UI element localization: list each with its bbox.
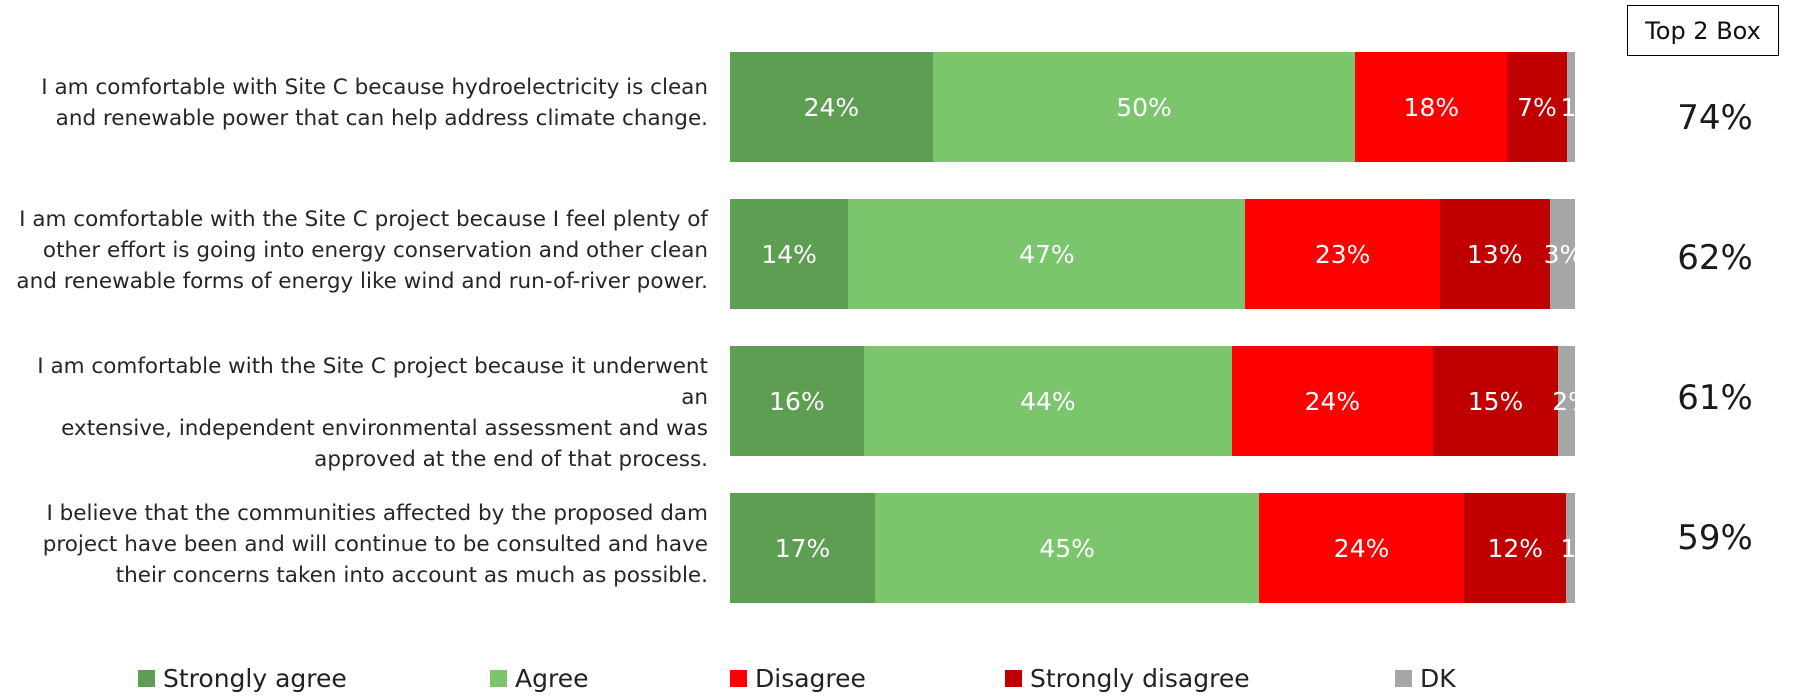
category-label-line: project have been and will continue to b…: [42, 531, 708, 557]
category-label-line: extensive, independent environmental ass…: [61, 415, 708, 441]
bar-row: 14% 47% 23% 13% 3%: [730, 199, 1583, 309]
data-label: 3%: [1543, 239, 1584, 269]
bar-segment: 45%: [875, 493, 1260, 603]
top2-box-value: 59%: [1677, 518, 1753, 558]
data-label: 15%: [1467, 386, 1524, 416]
bar-segment: 7%: [1507, 52, 1567, 162]
bar-segment: 24%: [730, 52, 933, 162]
bar-segment: 15%: [1432, 346, 1559, 456]
category-label-line: I am comfortable with the Site C project…: [37, 353, 708, 410]
bar-row: 16% 44% 24% 15% 2%: [730, 346, 1592, 456]
data-label: 47%: [1019, 239, 1075, 269]
bar-segment: 17%: [730, 493, 876, 603]
category-label-line: and renewable power that can help addres…: [55, 106, 708, 131]
data-label: 13%: [1466, 239, 1523, 269]
data-label: 45%: [1039, 533, 1095, 563]
legend-item: Agree: [490, 664, 588, 693]
category-label-line: I am comfortable with Site C because hyd…: [41, 75, 708, 100]
data-label: 14%: [761, 239, 817, 269]
category-label-line: approved at the end of that process.: [314, 446, 708, 472]
bar-segment: 18%: [1355, 52, 1508, 162]
legend-item: Strongly agree: [138, 664, 347, 693]
category-label: I believe that the communities affected …: [8, 498, 708, 591]
bar-row: 24% 50% 18% 7% 1%: [730, 52, 1600, 162]
legend-label: Disagree: [755, 664, 866, 693]
data-label: 24%: [1304, 386, 1361, 416]
data-label: 1%: [1560, 92, 1601, 122]
data-label: 44%: [1020, 386, 1076, 416]
category-label-line: and renewable forms of energy like wind …: [16, 268, 708, 294]
legend-item: DK: [1395, 664, 1456, 693]
top2-box-value: 61%: [1677, 378, 1753, 418]
chart-legend: Strongly agree Agree Disagree Strongly disa…: [0, 664, 1806, 700]
category-label-line: other effort is going into energy conser…: [42, 237, 708, 263]
data-label: 12%: [1487, 533, 1544, 563]
bar-segment: 24%: [1231, 346, 1433, 456]
legend-swatch: [138, 670, 155, 687]
category-label: I am comfortable with the Site C project…: [8, 351, 708, 475]
bar-segment: 14%: [730, 199, 849, 309]
category-label-line: I believe that the communities affected …: [46, 500, 708, 526]
bar-segment: 2%: [1552, 346, 1592, 456]
bar-segment: 23%: [1245, 199, 1440, 309]
top2-box-value: 62%: [1677, 238, 1753, 278]
legend-swatch: [1005, 670, 1022, 687]
bar-segment: 1%: [1561, 52, 1600, 162]
legend-label: DK: [1420, 664, 1456, 693]
top2-box-value: 74%: [1677, 98, 1753, 138]
data-label: 24%: [1333, 533, 1390, 563]
data-label: 23%: [1314, 239, 1371, 269]
bar-segment: 13%: [1439, 199, 1550, 309]
bar-segment: 12%: [1464, 493, 1567, 603]
bar-segment: 1%: [1560, 493, 1600, 603]
data-label: 7%: [1517, 92, 1557, 122]
bar-segment: 50%: [932, 52, 1356, 162]
bar-segment: 3%: [1544, 199, 1583, 309]
legend-swatch: [1395, 670, 1412, 687]
data-label: 2%: [1552, 386, 1592, 416]
legend-label: Strongly disagree: [1030, 664, 1250, 693]
legend-swatch: [730, 670, 747, 687]
legend-label: Agree: [515, 664, 589, 693]
data-label: 17%: [774, 533, 831, 563]
legend-item: Strongly disagree: [1005, 664, 1250, 693]
category-label-line: I am comfortable with the Site C project…: [19, 206, 708, 232]
data-label: 16%: [769, 386, 825, 416]
legend-swatch: [490, 670, 507, 687]
bar-segment: 47%: [848, 199, 1246, 309]
top2-box-header: Top 2 Box: [1627, 5, 1779, 56]
bar-row: 17% 45% 24% 12% 1%: [730, 493, 1600, 603]
category-label-line: their concerns taken into account as muc…: [115, 562, 708, 588]
data-label: 24%: [803, 92, 860, 122]
legend-item: Disagree: [730, 664, 866, 693]
category-label: I am comfortable with Site C because hyd…: [8, 72, 708, 134]
category-label: I am comfortable with the Site C project…: [8, 204, 708, 297]
data-label: 18%: [1403, 92, 1460, 122]
legend-label: Strongly agree: [163, 664, 347, 693]
bar-segment: 16%: [730, 346, 864, 456]
bar-segment: 44%: [863, 346, 1232, 456]
data-label: 1%: [1560, 533, 1601, 563]
bar-segment: 24%: [1259, 493, 1465, 603]
data-label: 50%: [1116, 92, 1172, 122]
